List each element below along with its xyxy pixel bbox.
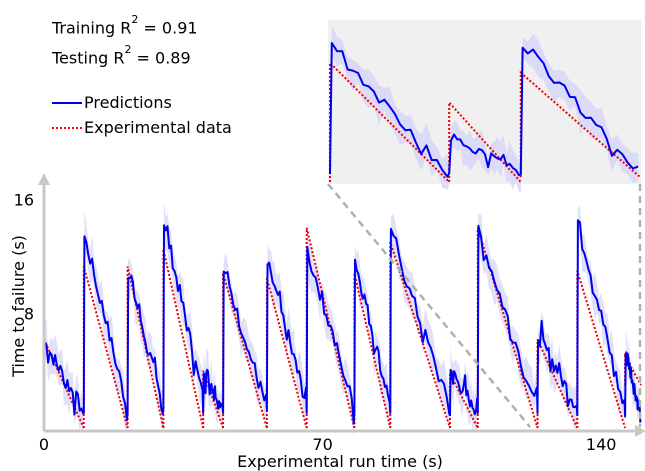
testing-r2-value: = 0.89 <box>131 48 191 68</box>
testing-r2-prefix: Testing R <box>52 48 125 68</box>
training-r2-value: = 0.91 <box>138 18 198 38</box>
x-axis-arrow <box>635 425 645 437</box>
inset-connector-left <box>327 183 531 428</box>
experimental-cycle-1 <box>82 266 129 429</box>
experimental-cycle-8 <box>353 273 392 429</box>
inset-experimental-cycle-2 <box>519 70 641 178</box>
experimental-cycle-6 <box>265 277 308 429</box>
x-tick-label: 140 <box>586 435 617 454</box>
inset-experimental-series <box>329 60 641 183</box>
training-r2-prefix: Training R <box>52 18 132 38</box>
legend-swatch-experimental <box>52 126 82 129</box>
experimental-cycle-7 <box>305 227 356 429</box>
y-axis-label: Time to failure (s) <box>9 235 28 378</box>
x-tick-label: 70 <box>312 435 332 454</box>
y-tick-label: 8 <box>24 305 34 324</box>
tick-labels: 0 70 140 8 16 <box>14 190 617 454</box>
prediction-series <box>43 219 642 425</box>
experimental-series <box>43 227 642 429</box>
y-tick-label: 16 <box>14 190 34 209</box>
prediction-line <box>43 219 642 425</box>
testing-r2-exponent: 2 <box>124 43 132 56</box>
experimental-cycle-3 <box>162 249 205 429</box>
prediction-uncertainty-band <box>44 201 641 448</box>
x-tick-label: 0 <box>39 435 49 454</box>
legend-item-experimental: Experimental data <box>52 118 232 137</box>
legend-label-experimental: Experimental data <box>84 118 232 137</box>
legend-item-predictions: Predictions <box>52 93 172 112</box>
prediction-band-area <box>44 201 641 448</box>
testing-r2-stat: Testing R2 = 0.89 <box>52 43 191 68</box>
training-r2-exponent: 2 <box>131 13 139 26</box>
inset-prediction-series <box>329 42 639 178</box>
training-r2-stat: Training R2 = 0.91 <box>52 13 198 38</box>
legend-swatch-predictions <box>52 101 82 104</box>
x-axis-label: Experimental run time (s) <box>237 452 443 471</box>
y-axis-arrow <box>38 173 50 185</box>
experimental-cycle-4 <box>202 370 225 429</box>
axes <box>38 173 645 437</box>
legend-label-predictions: Predictions <box>84 93 172 112</box>
experimental-cycle-5 <box>222 273 268 429</box>
inset-connectors <box>327 183 642 428</box>
inset-prediction-line <box>329 42 639 178</box>
